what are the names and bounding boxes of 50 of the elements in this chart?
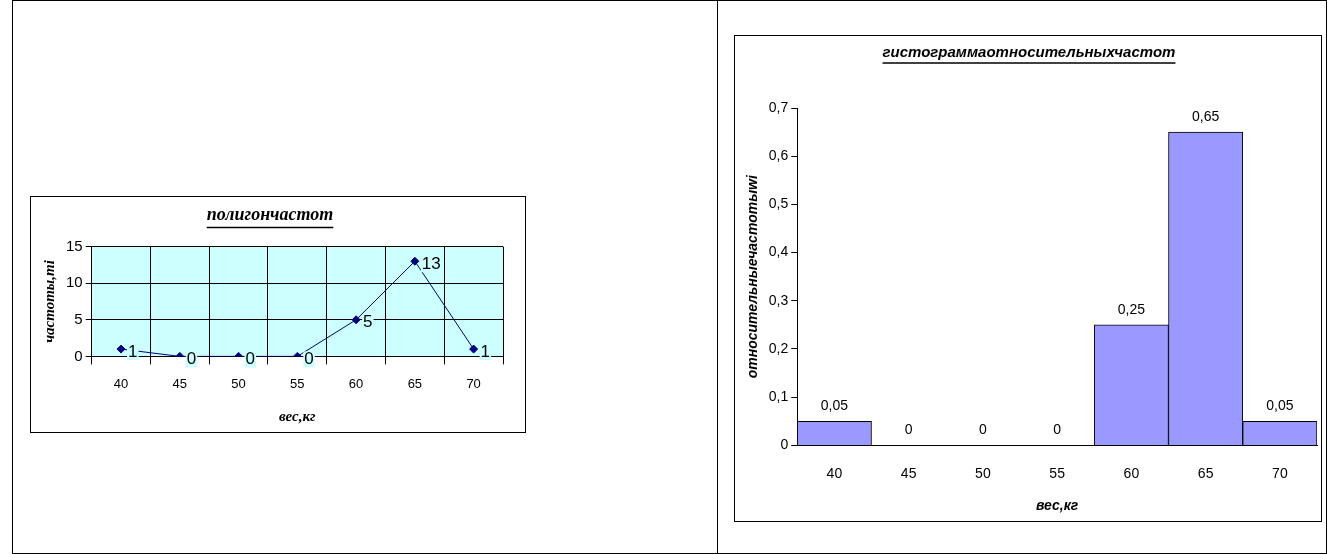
x-tick-label: 40 xyxy=(113,375,129,391)
y-axis-title: относительныечастотыwi xyxy=(744,174,761,379)
x-tick-label: 45 xyxy=(172,375,188,391)
data-label: 13 xyxy=(421,253,441,273)
x-tick-label: 40 xyxy=(826,464,843,481)
y-tick-label: 0,6 xyxy=(768,147,789,164)
data-label: 0,65 xyxy=(1192,107,1220,124)
y-tick-label: 0,4 xyxy=(768,243,789,260)
data-label: 0 xyxy=(186,349,197,369)
x-axis-title: вес,кг xyxy=(279,407,317,424)
y-axis-title: частоты,mi xyxy=(40,259,57,343)
data-label: 0 xyxy=(978,421,987,438)
point xyxy=(469,344,479,354)
y-tick-label: 0 xyxy=(780,436,789,453)
y-tick-label: 0,2 xyxy=(768,339,789,356)
y-tick-label: 0,5 xyxy=(768,195,789,212)
y-tick-label: 0,7 xyxy=(768,98,789,115)
point xyxy=(351,315,361,325)
x-tick-label: 60 xyxy=(1123,464,1140,481)
data-label: 0 xyxy=(1053,421,1062,438)
x-tick-label: 70 xyxy=(466,375,481,391)
y-tick-label: 15 xyxy=(66,236,83,254)
x-tick-label: 60 xyxy=(348,375,364,391)
x-tick-label: 70 xyxy=(1272,464,1288,481)
x-tick-label: 55 xyxy=(290,375,305,391)
chart-title: гистограммаотносительныхчастот xyxy=(882,43,1176,61)
x-tick-label: 50 xyxy=(231,375,246,391)
x-axis-title: вес,кг xyxy=(1035,497,1079,514)
data-label: 0 xyxy=(304,349,314,369)
y-tick-label: 10 xyxy=(66,273,83,291)
y-tick-label: 5 xyxy=(74,309,83,327)
data-label: 1 xyxy=(480,341,491,361)
chart-title: полигончастот xyxy=(206,204,334,225)
data-label: 0 xyxy=(245,349,256,369)
x-tick-label: 55 xyxy=(1049,464,1066,481)
point xyxy=(410,256,420,266)
data-label: 1 xyxy=(128,341,138,361)
y-tick-label: 0 xyxy=(74,346,83,364)
y-tick-label: 0,3 xyxy=(768,291,789,308)
y-tick-label: 0,1 xyxy=(768,388,789,405)
data-label: 0,05 xyxy=(820,397,849,414)
point xyxy=(116,344,126,354)
x-tick-label: 65 xyxy=(1197,464,1214,481)
data-label: 0,05 xyxy=(1266,397,1294,414)
x-tick-label: 65 xyxy=(407,375,423,391)
x-tick-label: 45 xyxy=(900,464,917,481)
x-tick-label: 50 xyxy=(975,464,991,481)
data-label: 0 xyxy=(904,421,913,438)
data-label: 0,25 xyxy=(1117,300,1146,317)
data-label: 5 xyxy=(363,312,373,332)
